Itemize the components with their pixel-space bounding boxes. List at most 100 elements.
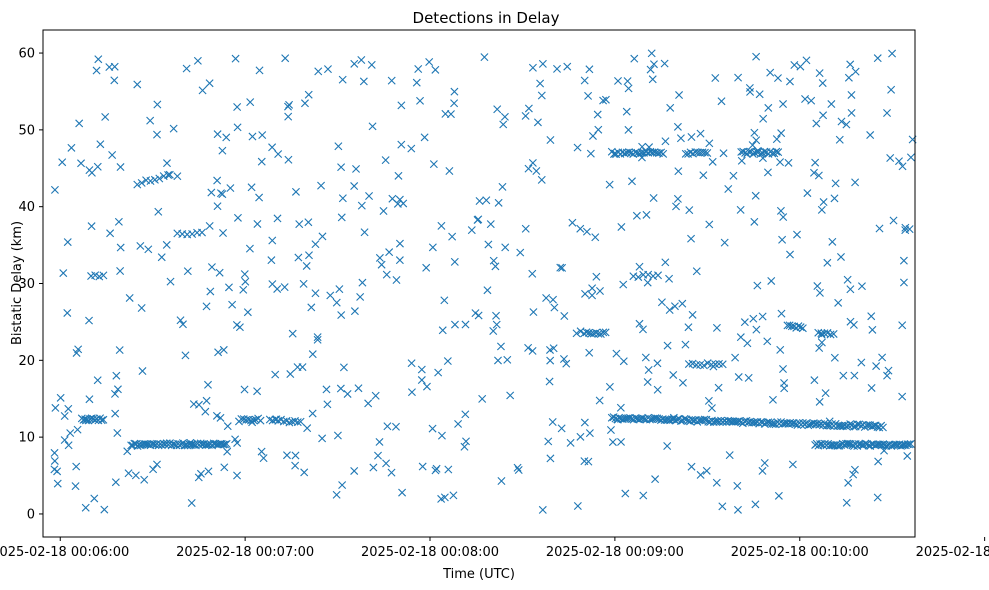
detection-point [576,432,585,441]
detection-point [687,234,696,243]
detection-point [717,97,726,106]
detection-point [365,192,374,201]
detection-point [576,224,585,233]
detection-point [663,341,672,350]
detection-point [395,195,404,204]
detection-point [528,269,537,278]
detection-point [749,314,758,323]
detection-point [428,243,437,252]
detection-point [385,248,394,257]
detection-point [798,324,807,333]
detection-point [498,182,507,191]
detection-point [247,183,256,192]
detection-point [85,395,94,404]
detection-point [734,73,743,82]
detection-point [750,217,759,226]
detection-point [381,156,390,165]
detection-point [815,69,824,78]
detection-point [51,403,60,412]
detection-point [867,383,876,392]
detection-point [673,122,682,131]
detection-point [619,357,628,366]
detection-point [337,213,346,222]
detection-point [391,422,400,431]
detection-point [815,397,824,406]
detection-point [793,230,801,239]
detection-point [702,466,711,475]
detection-point [243,308,252,317]
detection-point [189,400,198,409]
detection-point [214,348,223,357]
detection-point [497,477,506,485]
detection-point [50,185,59,194]
detection-point [588,284,597,293]
detection-point [357,55,366,64]
detection-point [796,323,805,332]
detection-point [491,262,500,271]
detection-point [901,226,910,235]
detection-point [332,298,341,307]
detection-point [901,223,910,232]
detection-point [394,171,403,180]
detection-point [233,471,242,480]
detection-point [599,96,608,105]
detection-point [417,376,426,385]
detection-point [627,177,636,186]
detection-point [222,439,231,448]
detection-point [133,180,142,189]
detection-point [676,416,685,425]
detection-point [223,447,232,456]
detection-point [538,505,547,514]
detection-point [699,361,708,370]
detection-point [407,388,416,397]
detection-point [786,250,794,259]
detection-point [484,240,493,249]
detection-point [233,103,242,111]
detection-point [528,63,537,72]
detection-point [383,422,392,431]
detection-point [268,236,277,245]
detection-point [803,189,812,198]
detection-point [302,261,311,270]
detection-point [784,158,793,167]
detection-point [96,140,105,149]
detection-point [500,112,509,121]
detection-point [582,227,591,236]
detection-point [259,454,268,463]
detection-point [93,162,102,171]
detection-point [450,87,459,96]
detection-point [251,415,260,424]
detection-point [489,256,498,265]
detection-point [387,76,396,85]
detection-point [774,148,783,157]
detection-point [903,440,912,449]
detection-point [336,384,345,393]
x-tick-label: 2025-02-18 00:06:00 [0,545,129,560]
detection-point [514,466,523,474]
detection-point [213,130,222,139]
detection-point [888,49,897,58]
detection-point [318,232,327,241]
detection-point [533,118,542,127]
detection-point [437,221,446,230]
detection-point [449,491,458,500]
y-tick-label: 60 [18,47,35,62]
detection-point [241,277,250,286]
detection-point [638,325,647,334]
detection-point [703,149,712,158]
detection-point [811,158,820,167]
detection-point [105,63,114,72]
detection-point [847,90,856,99]
detection-point [169,124,178,133]
detection-point [50,456,59,465]
detection-point [873,54,882,63]
detection-point [99,415,108,424]
detection-point [707,404,716,413]
detection-point [183,267,192,276]
detection-point [213,202,222,211]
detection-point [562,359,571,368]
detection-point [752,325,761,334]
detection-point [375,253,384,262]
detection-point [205,79,214,88]
detection-point [352,164,361,173]
